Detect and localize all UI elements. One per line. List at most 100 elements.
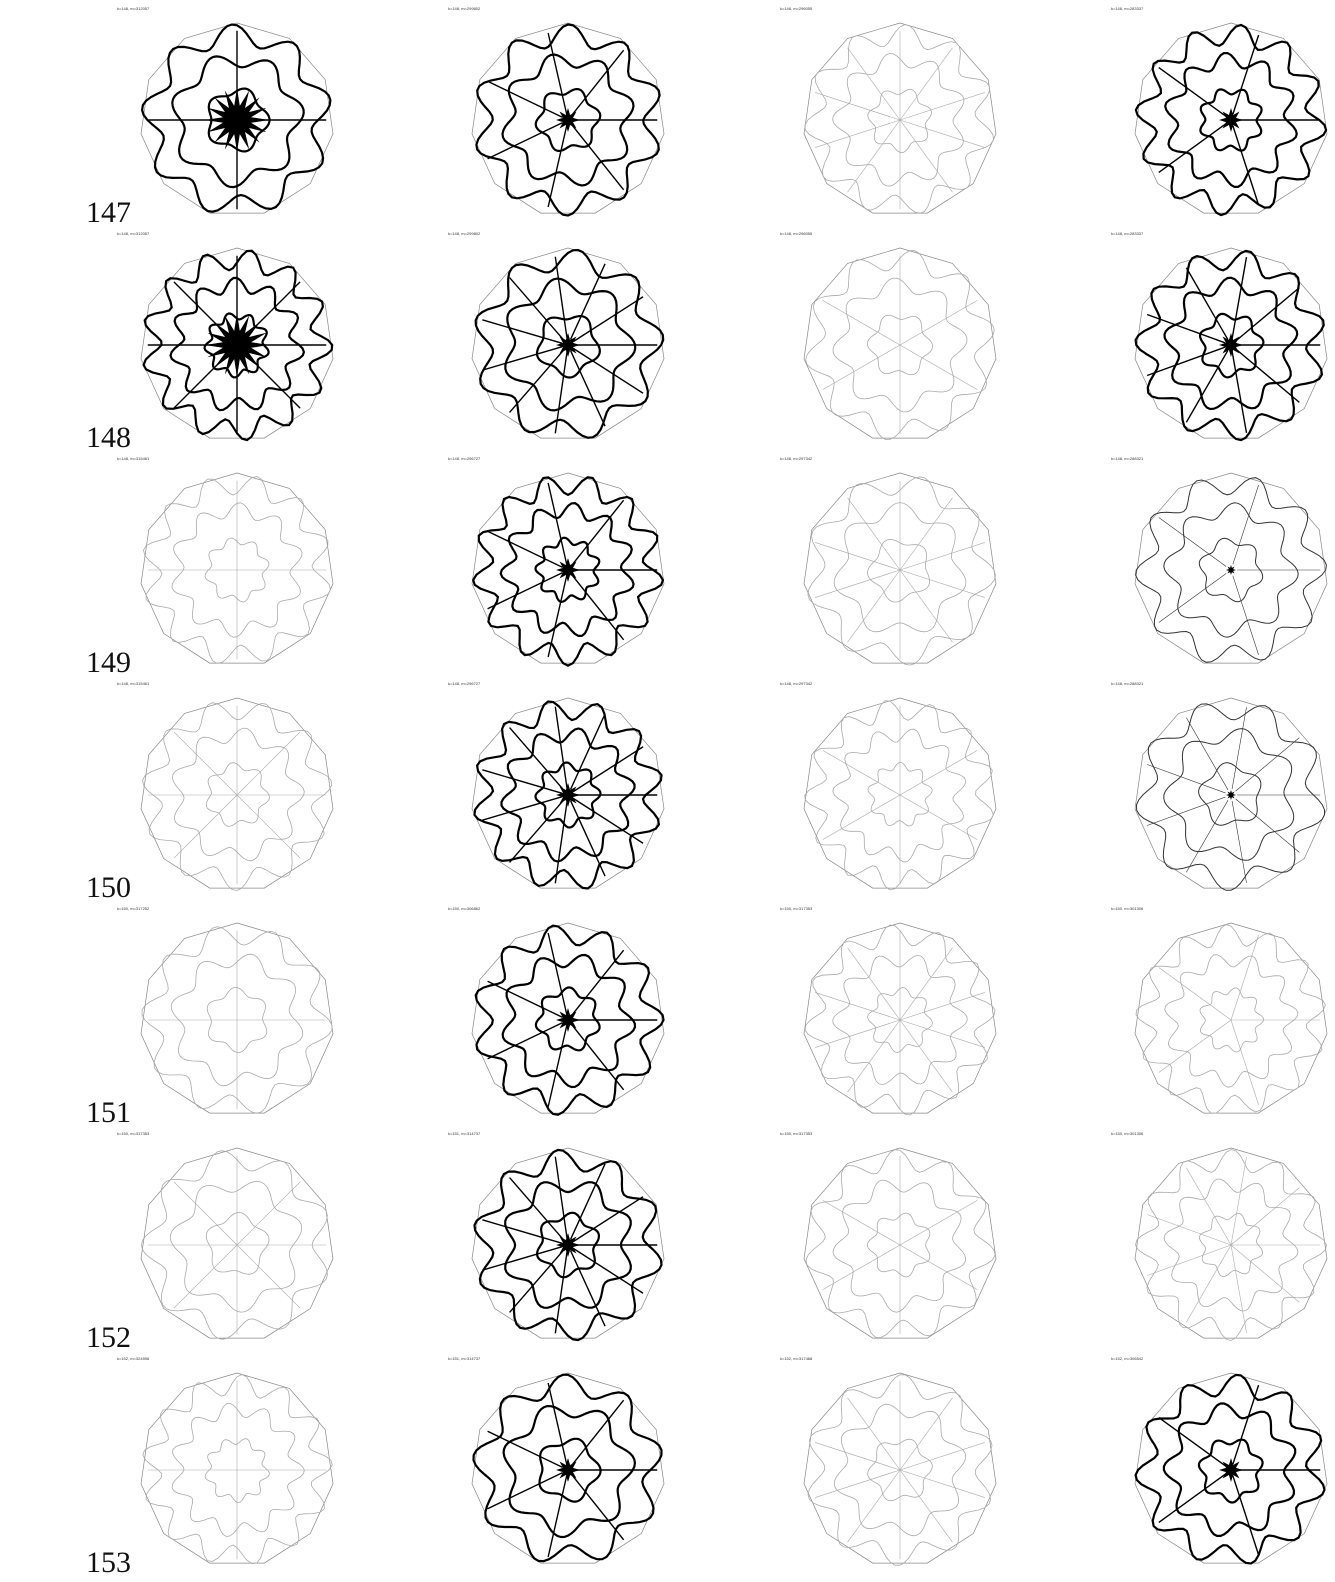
nodal-line: [571, 124, 625, 191]
pattern: k=148, m=297342: [780, 456, 997, 666]
pattern: k=148, m=283337: [1111, 6, 1328, 217]
nodal-line: [171, 727, 305, 862]
caption: k=151, m=314737: [448, 1356, 481, 1361]
caption: k=148, m=297342: [780, 681, 813, 686]
nodal-line: [847, 497, 901, 571]
nodal-line: [1230, 1019, 1259, 1105]
pattern: k=148, m=315461: [117, 681, 334, 891]
nodal-line: [236, 794, 301, 859]
nodal-line: [475, 23, 661, 217]
pattern: k=150, m=317353: [780, 1131, 997, 1339]
plate-outline: [803, 922, 997, 1114]
nodal-line: [822, 1200, 901, 1246]
nodal-line: [547, 1025, 568, 1108]
nodal-line: [1232, 125, 1260, 206]
nodal-line: [502, 1404, 637, 1539]
nodal-line: [899, 947, 953, 1021]
pattern: k=152, m=306542: [1111, 1356, 1328, 1565]
caption: k=148, m=296055: [780, 231, 813, 236]
nodal-line: [867, 1438, 933, 1502]
center-blob: [556, 1008, 580, 1032]
row-label: 153: [86, 1546, 131, 1579]
nodal-line: [815, 992, 901, 1021]
nodal-line: [1135, 924, 1326, 1114]
nodal-line: [1231, 350, 1248, 434]
nodal-line: [554, 350, 568, 434]
nodal-line: [899, 119, 985, 148]
nodal-line: [569, 350, 606, 427]
pattern: k=151, m=314737: [448, 1131, 665, 1342]
nodal-line: [1199, 987, 1265, 1053]
nodal-line: [1158, 1416, 1227, 1468]
pattern: k=152, m=324598: [117, 1356, 334, 1565]
nodal-line: [572, 797, 644, 844]
nodal-line: [815, 569, 901, 598]
row-label: 148: [86, 421, 131, 454]
center-blob: [556, 1233, 580, 1257]
nodal-line: [501, 53, 635, 187]
nodal-line: [1199, 88, 1263, 152]
nodal-line: [509, 277, 565, 341]
nodal-line: [899, 1469, 953, 1543]
nodal-line: [547, 125, 568, 208]
nodal-line: [807, 1374, 993, 1566]
nodal-line: [487, 980, 563, 1019]
nodal-line: [899, 1244, 978, 1290]
nodal-line: [899, 542, 985, 571]
nodal-line: [1230, 1244, 1247, 1333]
pattern: k=148, m=299802: [448, 6, 665, 217]
caption: k=148, m=296727: [448, 681, 481, 686]
nodal-line: [899, 1019, 953, 1093]
nodal-line: [815, 1019, 901, 1048]
nodal-line: [815, 92, 901, 121]
nodal-line: [504, 1181, 632, 1309]
nodal-line: [832, 954, 968, 1086]
nodal-line: [804, 700, 994, 891]
nodal-line: [509, 799, 565, 863]
plate-outline: [1134, 472, 1328, 664]
plate-outline: [1134, 922, 1328, 1114]
center-blob: [1219, 333, 1243, 357]
plate-outline: [803, 1372, 997, 1564]
nodal-line: [554, 706, 568, 790]
nodal-line: [815, 1442, 901, 1471]
nodal-line: [1231, 800, 1247, 883]
nodal-line: [534, 536, 601, 604]
nodal-line: [487, 530, 563, 569]
nodal-line: [473, 1148, 663, 1342]
nodal-line: [504, 277, 637, 412]
nodal-line: [847, 47, 901, 121]
nodal-line: [1235, 737, 1300, 792]
nodal-line: [833, 502, 967, 633]
row-label: 152: [86, 1321, 131, 1354]
nodal-line: [554, 1250, 568, 1334]
caption: k=148, m=315461: [117, 681, 150, 686]
pattern: k=150, m=301306: [1111, 906, 1328, 1114]
nodal-line: [571, 1474, 625, 1541]
nodal-line: [571, 1024, 625, 1091]
nodal-line: [1158, 517, 1227, 567]
nodal-line: [847, 119, 901, 193]
nodal-line: [534, 986, 601, 1052]
nodal-line: [482, 796, 563, 821]
nodal-line: [899, 47, 953, 121]
plate-outline: [1134, 22, 1328, 214]
nodal-line: [1186, 717, 1229, 790]
plate-outline: [1134, 1147, 1328, 1339]
nodal-line: [487, 80, 563, 119]
nodal-line: [804, 924, 996, 1116]
nodal-line: [1134, 249, 1325, 442]
nodal-line: [899, 569, 953, 643]
plate-outline: [803, 1147, 997, 1339]
nodal-line: [472, 1373, 663, 1563]
nodal-line: [1198, 762, 1262, 826]
nodal-line: [140, 23, 332, 213]
nodal-line: [815, 119, 901, 148]
center-blob: [205, 313, 269, 377]
plate-outline: [1134, 247, 1328, 439]
nodal-line: [832, 277, 968, 413]
nodal-line: [1230, 935, 1259, 1021]
pattern: k=148, m=296727: [448, 456, 665, 667]
nodal-line: [1158, 1472, 1227, 1524]
